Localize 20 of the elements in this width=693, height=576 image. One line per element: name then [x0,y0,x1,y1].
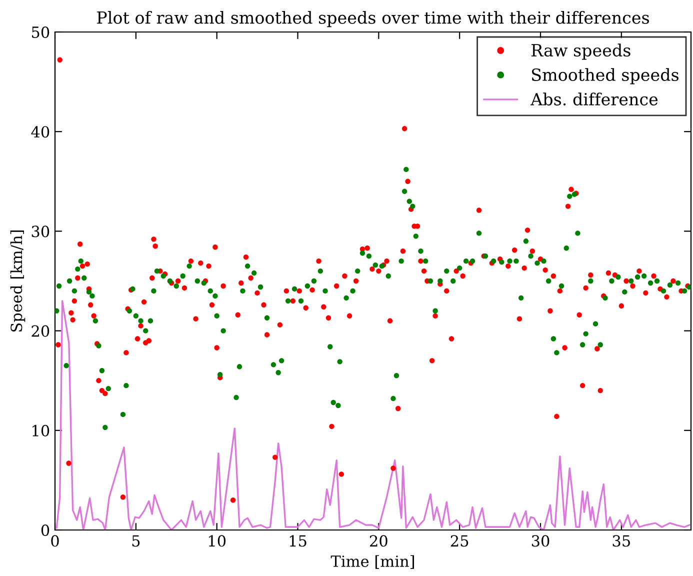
x-tick-label: 25 [450,535,468,547]
x-tick-label: 5 [132,535,140,547]
legend-label: Abs. difference [530,92,658,106]
y-tick-label: 50 [32,26,50,38]
x-tick-label: 15 [290,535,306,547]
x-tick-label: 0 [51,535,59,547]
y-tick-label: 0 [41,524,50,536]
y-tick-label: 40 [31,126,50,138]
legend-label: Raw speeds [532,44,630,60]
y-tick-label: 30 [32,226,50,238]
y-axis-title: Speed [km/h] [10,230,26,332]
legend-label: Smoothed speeds [532,68,678,84]
chart-title: Plot of raw and smoothed speeds over time with their differences [97,11,649,28]
x-tick-label: 10 [208,535,226,547]
y-tick-label: 20 [32,325,50,337]
y-tick-label: 10 [32,424,50,436]
x-tick-label: 20 [370,535,388,547]
x-axis-title: Time [min] [330,555,414,569]
x-tick-label: 35 [612,535,630,547]
x-tick-label: 30 [532,535,550,547]
